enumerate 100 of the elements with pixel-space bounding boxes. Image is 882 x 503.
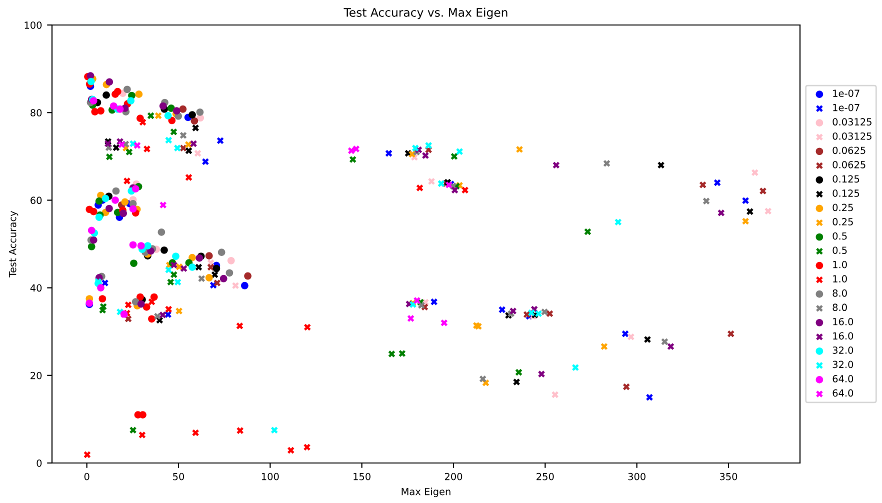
legend-label: 1e-07: [833, 104, 860, 112]
point: [188, 111, 196, 118]
y-tick-label: 40: [30, 284, 42, 292]
point: [198, 275, 205, 282]
legend-label: 0.125: [832, 190, 860, 197]
x-axis-title: Max Eigen: [402, 488, 450, 498]
point: [121, 198, 129, 206]
point: [541, 308, 548, 316]
legend-label: 0.5: [832, 246, 847, 254]
point: [216, 137, 224, 144]
point: [422, 152, 429, 159]
point: [746, 208, 754, 215]
point: [430, 298, 438, 306]
point: [220, 274, 228, 282]
point: [622, 383, 630, 390]
point: [118, 141, 126, 148]
point: [192, 124, 199, 132]
point: [97, 107, 104, 115]
point: [622, 330, 629, 338]
y-tick-label: 80: [30, 109, 42, 116]
point: [462, 186, 468, 194]
point: [188, 254, 196, 262]
point: [130, 260, 138, 267]
point: [126, 148, 133, 156]
point: [147, 112, 154, 120]
legend-label: 0.03125: [832, 132, 872, 140]
point: [535, 310, 542, 318]
point: [227, 256, 235, 264]
point: [170, 262, 178, 268]
y-axis-title: Test Accuracy: [9, 210, 18, 278]
point: [176, 308, 182, 314]
point: [414, 297, 420, 304]
x-tick-label: 50: [173, 472, 184, 480]
legend-label: 1e-07: [833, 90, 860, 97]
legend-label: 64.0: [832, 389, 854, 397]
point: [106, 78, 114, 86]
point: [752, 169, 758, 176]
point: [214, 280, 221, 286]
point: [388, 350, 396, 358]
y-tick-label: 20: [30, 372, 42, 380]
point: [479, 376, 486, 382]
point: [528, 309, 535, 316]
point: [699, 181, 706, 188]
point: [90, 208, 98, 216]
point: [174, 278, 182, 286]
point: [158, 228, 166, 236]
point: [646, 394, 653, 401]
point: [451, 186, 458, 194]
point: [658, 162, 664, 169]
point: [172, 107, 180, 115]
point: [170, 128, 178, 136]
x-tick-label: 300: [628, 472, 646, 480]
point: [516, 146, 523, 153]
y-tick-label: 100: [24, 21, 42, 29]
point: [584, 228, 592, 236]
point: [176, 263, 183, 270]
point: [148, 315, 156, 323]
point: [134, 142, 141, 149]
point: [425, 142, 432, 149]
point: [416, 184, 424, 192]
point: [552, 391, 558, 398]
point: [144, 242, 152, 250]
legend-label: 32.0: [832, 346, 854, 354]
point: [188, 264, 196, 271]
point: [661, 338, 668, 346]
point: [348, 147, 355, 154]
point: [180, 265, 188, 272]
point: [124, 178, 130, 184]
point: [702, 198, 710, 204]
point: [159, 102, 167, 110]
point: [106, 153, 113, 160]
point: [603, 160, 610, 167]
point: [104, 140, 112, 148]
point: [165, 306, 172, 313]
point: [179, 105, 187, 113]
legend-label: 16.0: [833, 332, 854, 340]
point: [142, 303, 150, 311]
point: [498, 306, 506, 314]
point: [167, 278, 174, 286]
point: [572, 364, 579, 371]
point: [190, 140, 197, 148]
point: [207, 264, 214, 271]
point: [167, 104, 175, 112]
point: [160, 202, 166, 208]
point: [428, 178, 435, 185]
point: [159, 312, 166, 318]
y-tick-label: 60: [30, 196, 42, 204]
point: [218, 248, 226, 256]
point: [515, 368, 522, 376]
point: [110, 102, 118, 110]
point: [102, 91, 110, 99]
point: [226, 269, 234, 277]
point: [137, 242, 145, 250]
point: [742, 197, 749, 204]
point: [185, 141, 192, 148]
x-tick-label: 350: [720, 472, 738, 480]
point: [124, 301, 132, 308]
point: [165, 266, 172, 274]
x-tick-label: 0: [84, 472, 90, 480]
point: [144, 146, 150, 152]
